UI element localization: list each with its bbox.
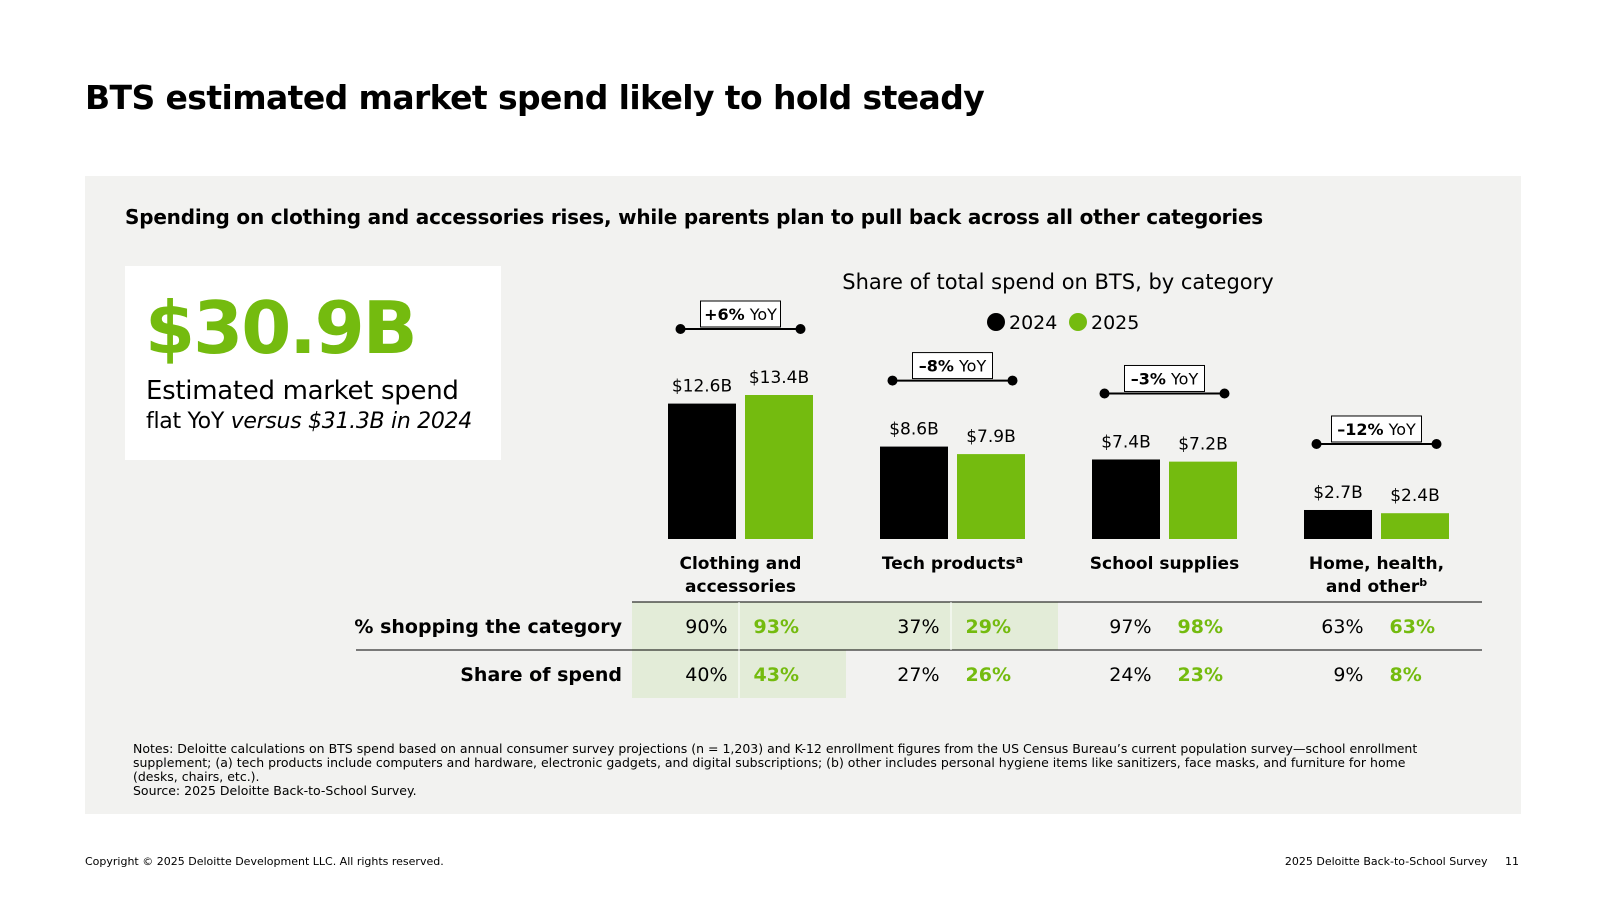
table-cell-2025-1-3: 8% [1390, 664, 1422, 686]
category-label-3-0: Home, health, [1309, 554, 1444, 574]
yoy-label-1: –8% YoY [919, 357, 987, 376]
category-superscript-1: a [1016, 553, 1023, 566]
kpi-label: Estimated market spend [146, 376, 459, 406]
yoy-label-2: –3% YoY [1131, 369, 1199, 388]
kpi-card: $30.9B Estimated market spend flat YoY v… [125, 266, 501, 460]
bar-label-2024-0: $12.6B [672, 377, 732, 397]
category-label-2-0: School supplies [1090, 554, 1239, 574]
table-cell-2025-1-1: 26% [966, 664, 1011, 686]
yoy-suffix-3: YoY [1384, 420, 1417, 439]
table-cell-2024-0-0: 90% [685, 616, 727, 638]
yoy-label-3: –12% YoY [1337, 420, 1416, 439]
table-cell-2024-1-1: 27% [897, 664, 939, 686]
yoy-bracket-dot-left-1 [887, 375, 898, 386]
chart-title: Share of total spend on BTS, by category [842, 270, 1273, 294]
yoy-value-0: +6% [704, 305, 745, 324]
category-label-text-1-0: Tech products [882, 554, 1016, 574]
legend-swatch-2025 [1069, 313, 1087, 331]
bar-label-2025-2: $7.2B [1178, 435, 1228, 455]
yoy-bracket-dot-left-2 [1099, 388, 1110, 399]
yoy-box-2 [1124, 364, 1205, 392]
notes-text: Notes: Deloitte calculations on BTS spen… [133, 741, 1418, 784]
category-label-1-0: Tech productsa [882, 553, 1023, 574]
legend-label-2025: 2025 [1091, 312, 1139, 334]
category-label-text-3-0: Home, health, [1309, 554, 1444, 574]
bar-2025-1 [957, 454, 1025, 539]
yoy-suffix-1: YoY [954, 357, 987, 376]
footer-right: 2025 Deloitte Back-to-School Survey 11 [1285, 855, 1519, 868]
panel-subtitle: Spending on clothing and accessories ris… [125, 205, 1264, 229]
source-text: Source: 2025 Deloitte Back-to-School Sur… [133, 783, 417, 798]
yoy-value-1: –8% [919, 357, 954, 376]
bar-label-2024-1: $8.6B [889, 420, 939, 440]
yoy-bracket-dot-right-1 [1007, 375, 1018, 386]
legend-swatch-2024 [987, 313, 1005, 331]
category-label-0-0: Clothing and [680, 554, 802, 574]
category-label-text-0-0: Clothing and [680, 554, 802, 574]
yoy-bracket-dot-right-3 [1431, 438, 1442, 449]
yoy-box-3 [1331, 415, 1422, 443]
yoy-value-3: –12% [1337, 420, 1383, 439]
yoy-bracket-dot-right-0 [795, 324, 806, 334]
bar-2025-2 [1169, 461, 1237, 539]
bar-label-2024-2: $7.4B [1101, 432, 1151, 452]
table-cell-2024-0-1: 37% [897, 616, 939, 638]
table-row-label-0: % shopping the category [354, 616, 622, 638]
category-label-text-0-1: accessories [685, 577, 796, 597]
bar-label-2025-1: $7.9B [966, 427, 1016, 447]
yoy-bracket-dot-left-3 [1311, 438, 1322, 449]
table-cell-2024-1-3: 9% [1333, 664, 1363, 686]
bar-2025-3 [1381, 513, 1449, 539]
category-label-3-1: and otherb [1326, 576, 1427, 597]
bar-label-2025-3: $2.4B [1390, 486, 1440, 506]
yoy-box-1 [912, 352, 993, 380]
bar-2024-1 [880, 446, 948, 539]
category-label-text-3-1: and other [1326, 577, 1420, 597]
yoy-value-2: –3% [1131, 369, 1166, 388]
bar-2024-3 [1304, 509, 1372, 539]
bar-2024-0 [668, 403, 736, 539]
table-cell-2025-1-0: 43% [754, 664, 799, 686]
table-cell-2024-1-0: 40% [685, 664, 727, 686]
yoy-box-0 [700, 300, 781, 328]
yoy-bracket-dot-right-2 [1219, 388, 1230, 399]
yoy-bracket-dot-left-0 [675, 324, 686, 334]
table-row-label-1: Share of spend [460, 664, 622, 686]
page-number: 11 [1505, 855, 1519, 868]
kpi-compare-italic: versus $31.3B in 2024 [230, 409, 473, 434]
bar-2024-2 [1092, 459, 1160, 539]
page-title: BTS estimated market spend likely to hol… [85, 78, 985, 117]
table-highlight-0-1 [846, 602, 1058, 650]
copyright: Copyright © 2025 Deloitte Development LL… [85, 855, 444, 868]
table-cell-2024-0-2: 97% [1109, 616, 1151, 638]
kpi-compare-strong: flat YoY [146, 409, 224, 434]
notes: Notes: Deloitte calculations on BTS spen… [133, 742, 1433, 798]
report-name: 2025 Deloitte Back-to-School Survey [1284, 855, 1488, 868]
table-cell-2024-1-2: 24% [1109, 664, 1151, 686]
bar-label-2024-3: $2.7B [1313, 483, 1363, 503]
bar-2025-0 [745, 395, 813, 539]
table-cell-2025-0-1: 29% [966, 616, 1011, 638]
yoy-suffix-2: YoY [1166, 369, 1199, 388]
bar-label-2025-0: $13.4B [749, 368, 809, 388]
table-cell-2025-1-2: 23% [1178, 664, 1223, 686]
table-cell-2025-0-3: 63% [1390, 616, 1435, 638]
table-cell-2025-0-0: 93% [754, 616, 799, 638]
kpi-compare: flat YoY versus $31.3B in 2024 [146, 409, 472, 434]
category-superscript-3: b [1419, 576, 1427, 589]
table-cell-2025-0-2: 98% [1178, 616, 1223, 638]
table-cell-2024-0-3: 63% [1321, 616, 1363, 638]
yoy-label-0: +6% YoY [704, 305, 777, 324]
kpi-value: $30.9B [145, 286, 418, 370]
legend-label-2024: 2024 [1009, 312, 1057, 334]
yoy-suffix-0: YoY [745, 305, 778, 324]
category-label-text-2-0: School supplies [1090, 554, 1239, 574]
category-label-0-1: accessories [685, 577, 796, 597]
